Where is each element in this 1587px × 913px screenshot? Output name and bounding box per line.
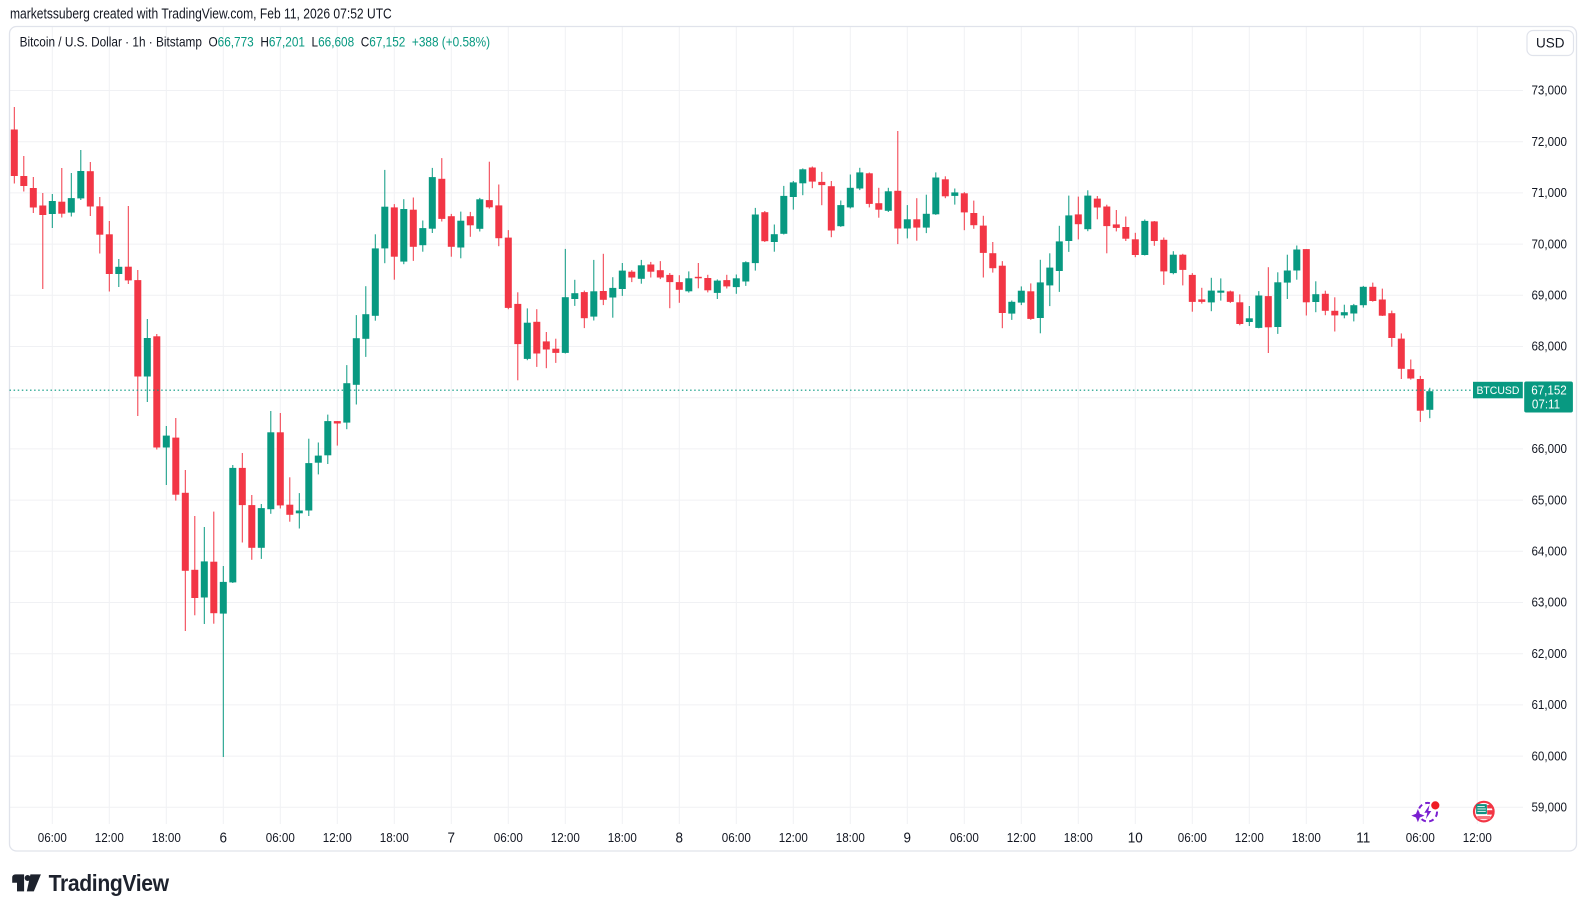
svg-text:59,000: 59,000 (1531, 800, 1567, 814)
svg-text:18:00: 18:00 (1064, 831, 1093, 845)
svg-text:06:00: 06:00 (950, 831, 979, 845)
svg-text:65,000: 65,000 (1531, 493, 1567, 507)
svg-text:61,000: 61,000 (1531, 698, 1567, 712)
svg-text:18:00: 18:00 (380, 831, 409, 845)
svg-text:USD: USD (1536, 36, 1565, 51)
svg-text:12:00: 12:00 (551, 831, 580, 845)
svg-text:6: 6 (220, 829, 228, 846)
svg-text:06:00: 06:00 (1178, 831, 1207, 845)
svg-text:72,000: 72,000 (1531, 135, 1567, 149)
svg-text:18:00: 18:00 (608, 831, 637, 845)
svg-text:69,000: 69,000 (1531, 288, 1567, 302)
svg-text:TradingView: TradingView (49, 870, 170, 896)
svg-text:9: 9 (904, 829, 912, 846)
svg-text:BTCUSD: BTCUSD (1476, 385, 1519, 397)
svg-text:Bitcoin / U.S. Dollar · 1h · B: Bitcoin / U.S. Dollar · 1h · Bitstamp O6… (20, 35, 490, 50)
svg-text:63,000: 63,000 (1531, 595, 1567, 609)
svg-text:06:00: 06:00 (1406, 831, 1435, 845)
svg-text:12:00: 12:00 (95, 831, 124, 845)
svg-text:62,000: 62,000 (1531, 647, 1567, 661)
svg-text:11: 11 (1356, 829, 1370, 846)
svg-text:06:00: 06:00 (722, 831, 751, 845)
svg-text:8: 8 (676, 829, 684, 846)
svg-text:60,000: 60,000 (1531, 749, 1567, 763)
svg-text:66,000: 66,000 (1531, 442, 1567, 456)
svg-text:18:00: 18:00 (152, 831, 181, 845)
svg-text:10: 10 (1128, 829, 1143, 846)
svg-text:64,000: 64,000 (1531, 544, 1567, 558)
svg-text:12:00: 12:00 (779, 831, 808, 845)
svg-text:68,000: 68,000 (1531, 339, 1567, 353)
svg-text:12:00: 12:00 (1007, 831, 1036, 845)
svg-text:71,000: 71,000 (1531, 186, 1567, 200)
svg-text:18:00: 18:00 (1292, 831, 1321, 845)
svg-text:18:00: 18:00 (836, 831, 865, 845)
svg-text:07:11: 07:11 (1532, 397, 1560, 411)
svg-text:7: 7 (448, 829, 456, 846)
svg-text:67,152: 67,152 (1531, 383, 1567, 397)
svg-text:12:00: 12:00 (323, 831, 352, 845)
svg-text:06:00: 06:00 (38, 831, 67, 845)
svg-text:06:00: 06:00 (266, 831, 295, 845)
svg-text:73,000: 73,000 (1531, 83, 1567, 97)
svg-text:70,000: 70,000 (1531, 237, 1567, 251)
svg-text:06:00: 06:00 (494, 831, 523, 845)
svg-text:12:00: 12:00 (1235, 831, 1264, 845)
svg-text:12:00: 12:00 (1463, 831, 1492, 845)
svg-text:marketssuberg created with Tra: marketssuberg created with TradingView.c… (10, 5, 392, 21)
